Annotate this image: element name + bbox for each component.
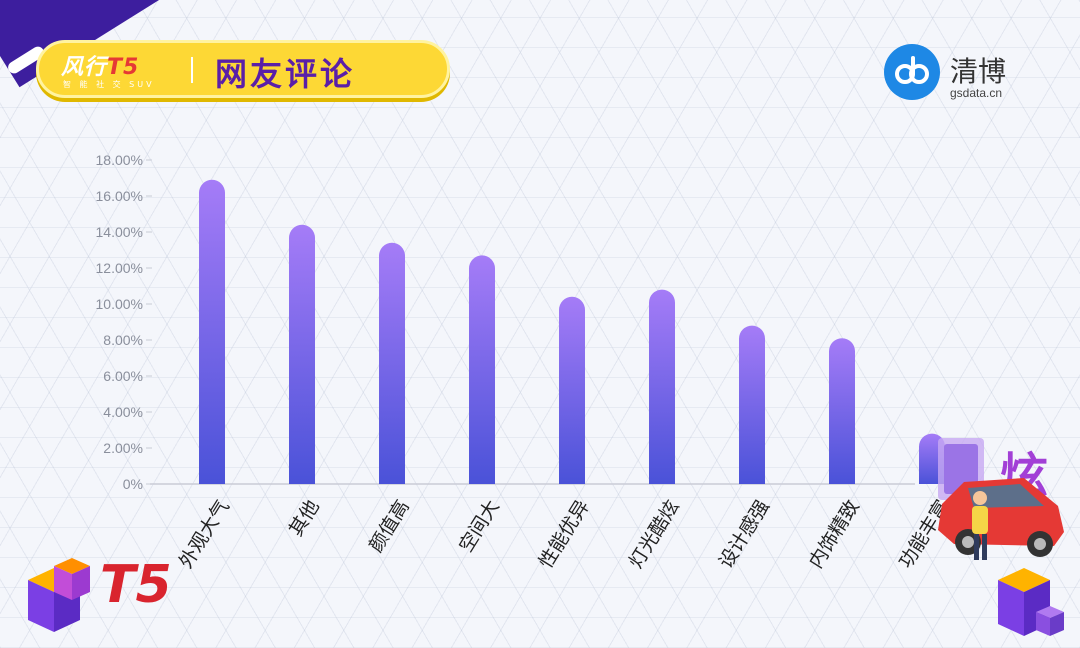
y-tick-label: 4.00% xyxy=(103,404,143,420)
bar xyxy=(469,255,495,484)
x-tick-label: 空间大 xyxy=(455,496,504,556)
title-banner: 风行T5 智 能 社 交 SUV 网友评论 xyxy=(36,40,450,98)
x-tick-label: 其他 xyxy=(285,496,324,540)
car-icon xyxy=(938,478,1064,557)
cube-decoration-left: T5 xyxy=(28,555,172,632)
x-axis: 外观大气 其他 颜值高 空间大 性能优异 灯光酷炫 设计感强 内饰精致 功能丰富 xyxy=(175,496,954,572)
watermark-name: 清博 xyxy=(950,55,1007,88)
y-tick-label: 2.00% xyxy=(103,440,143,456)
qingbo-logo-icon xyxy=(884,44,940,100)
y-tick-label: 8.00% xyxy=(103,332,143,348)
brand-logo: 风行T5 智 能 社 交 SUV xyxy=(61,49,191,93)
x-tick-label: 设计感强 xyxy=(715,496,774,572)
t5-logo-text: T5 xyxy=(100,555,172,615)
y-tick-label: 14.00% xyxy=(96,224,143,240)
brand-logo-main: 风行 xyxy=(61,55,108,80)
x-tick-label: 内饰精致 xyxy=(805,496,864,572)
bar xyxy=(649,289,675,484)
y-tick-label: 16.00% xyxy=(96,188,143,204)
bar xyxy=(379,242,405,484)
bar xyxy=(199,179,225,484)
y-tick-label: 18.00% xyxy=(96,152,143,168)
bar xyxy=(739,325,765,484)
y-tick-label: 6.00% xyxy=(103,368,143,384)
x-tick-label: 灯光酷炫 xyxy=(625,496,684,572)
bar xyxy=(829,338,856,484)
bar-series xyxy=(199,179,945,484)
x-tick-label: 颜值高 xyxy=(365,496,414,556)
page-title: 网友评论 xyxy=(215,55,356,93)
watermark-domain: gsdata.cn xyxy=(950,86,1003,100)
person-figure xyxy=(972,491,988,560)
x-tick-label: 性能优异 xyxy=(535,496,594,572)
y-tick-label: 0% xyxy=(123,476,143,492)
brand-logo-model: T5 xyxy=(107,55,140,80)
title-divider xyxy=(191,57,193,83)
brand-tagline: 智 能 社 交 SUV xyxy=(63,80,155,89)
y-axis: 0% 2.00% 4.00% 6.00% 8.00% 10.00% 12.00% 14.00%… xyxy=(96,152,152,492)
y-tick-label: 10.00% xyxy=(96,296,143,312)
bar xyxy=(559,296,585,484)
y-tick-label: 12.00% xyxy=(96,260,143,276)
car-decoration-right: 炫 xyxy=(938,438,1064,636)
bar xyxy=(289,224,315,484)
